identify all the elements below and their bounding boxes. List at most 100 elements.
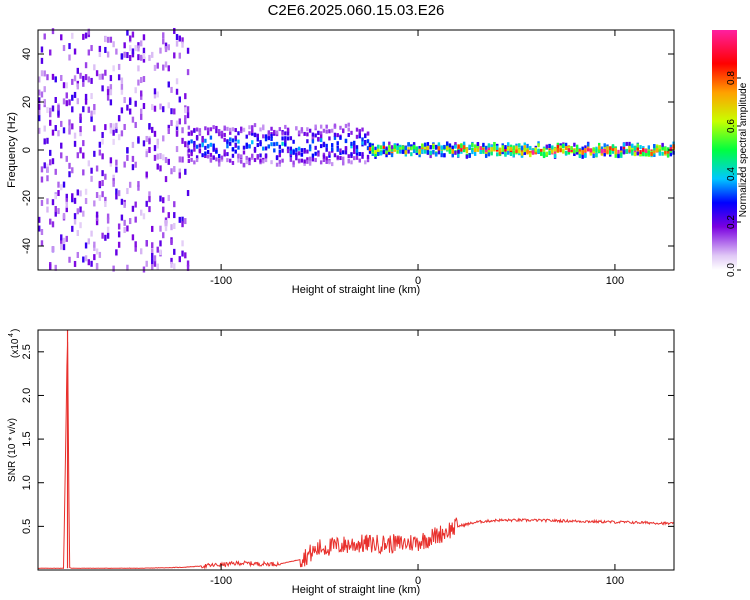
- spectrogram-cell: [471, 150, 474, 155]
- spectrogram-cell: [98, 194, 102, 201]
- spectrogram-cell: [117, 241, 121, 248]
- spectrogram-cell: [495, 145, 499, 150]
- spectrogram-cell: [131, 155, 135, 162]
- spectrogram-cell: [90, 175, 93, 182]
- spectrogram-cell: [162, 154, 165, 161]
- spectrogram-cell: [308, 156, 312, 161]
- spectrogram-cell: [423, 145, 427, 150]
- spectrogram-cell: [242, 150, 246, 155]
- spectrogram-cell: [117, 74, 121, 81]
- spectrogram-cell: [175, 125, 179, 132]
- spectrogram-cell: [540, 148, 543, 153]
- spectrogram-cell: [175, 40, 179, 47]
- spectrogram-cell: [98, 141, 102, 148]
- spectrogram-cell: [49, 149, 52, 156]
- spectrogram-cell: [137, 45, 140, 52]
- spectrogram-x-tick-label: 0: [415, 275, 421, 287]
- spectrogram-cell: [173, 212, 176, 219]
- spectrogram-cell: [371, 152, 374, 157]
- spectrogram-cell: [423, 142, 427, 147]
- spectrogram-cell: [201, 137, 204, 142]
- spectrogram-cell: [137, 181, 140, 188]
- spectrogram-cell: [95, 215, 99, 222]
- colorbar: [712, 30, 737, 270]
- spectrogram-cell: [412, 149, 416, 154]
- spectrogram-cell: [650, 151, 653, 156]
- spectrogram-cell: [95, 211, 99, 218]
- spectrogram-cell: [661, 145, 664, 150]
- spectrogram-cell: [562, 148, 565, 153]
- spectrogram-cell: [344, 146, 348, 151]
- spectrogram-cell: [54, 210, 57, 217]
- spectrogram-cell: [388, 141, 391, 146]
- spectrogram-cell: [404, 146, 408, 151]
- spectrogram-cell: [653, 149, 656, 154]
- spectrogram-chart: -100 0 100 -40 -20 0 20 40 Height of straight …: [6, 27, 749, 296]
- spectrogram-cell: [134, 87, 137, 94]
- spectrogram-cell: [270, 142, 273, 147]
- spectrogram-cell: [300, 129, 304, 134]
- spectrogram-cell: [181, 156, 184, 163]
- spectrogram-cell: [609, 150, 612, 155]
- spectrogram-cell: [231, 160, 235, 165]
- spectrogram-cell: [270, 160, 273, 165]
- spectrogram-cell: [156, 246, 159, 253]
- spectrogram-cell: [639, 150, 642, 155]
- spectrogram-cell: [317, 130, 320, 135]
- spectrogram-cell: [548, 151, 551, 156]
- spectrogram-cell: [355, 127, 359, 132]
- spectrogram-y-label: Frequency (Hz): [6, 112, 18, 188]
- spectrogram-cell: [531, 150, 535, 155]
- spectrogram-cell: [281, 131, 284, 136]
- spectrogram-cell: [170, 108, 173, 115]
- spectrogram-cell: [76, 251, 79, 258]
- spectrogram-cell: [60, 120, 63, 127]
- spectrogram-cell: [79, 126, 82, 133]
- spectrogram-cell: [151, 225, 154, 232]
- spectrogram-cell: [164, 42, 168, 49]
- spectrogram-cell: [415, 148, 419, 153]
- spectrogram-cell: [87, 160, 91, 167]
- spectrogram-cell: [342, 129, 345, 134]
- spectrogram-cell: [286, 127, 290, 132]
- spectrogram-cell: [79, 72, 82, 79]
- spectrogram-cell: [112, 138, 115, 145]
- spectrogram-cell: [644, 152, 648, 157]
- spectrogram-cell: [123, 42, 126, 49]
- spectrogram-cell: [51, 73, 55, 80]
- spectrogram-cell: [186, 190, 190, 197]
- spectrogram-cell: [333, 153, 337, 158]
- spectrogram-cell: [206, 149, 210, 154]
- spectrogram-cell: [49, 159, 52, 166]
- spectrogram-cell: [531, 148, 535, 153]
- spectrogram-cell: [251, 131, 254, 136]
- spectrogram-cell: [167, 81, 170, 88]
- spectrogram-cell: [259, 140, 262, 145]
- spectrogram-cell: [292, 149, 295, 154]
- spectrogram-cell: [82, 80, 85, 87]
- spectrogram-cell: [248, 157, 251, 162]
- spectrogram-cell: [273, 148, 276, 153]
- spectrogram-cell: [93, 254, 96, 261]
- spectrogram-cell: [586, 147, 590, 152]
- spectrogram-cell: [462, 141, 466, 146]
- spectrogram-cell: [181, 250, 184, 257]
- spectrogram-cell: [595, 148, 598, 153]
- spectrogram-cell: [201, 143, 204, 148]
- spectrogram-cell: [49, 263, 52, 270]
- spectrogram-cell: [281, 158, 284, 163]
- spectrogram-cell: [43, 125, 46, 132]
- spectrogram-cell: [495, 152, 499, 157]
- spectrogram-cell: [217, 132, 221, 137]
- spectrogram-cell: [148, 206, 151, 213]
- spectrogram-cell: [556, 144, 560, 149]
- spectrogram-cell: [253, 123, 257, 128]
- spectrogram-cell: [584, 145, 587, 150]
- spectrogram-cell: [73, 132, 77, 139]
- spectrogram-cell: [62, 212, 66, 219]
- spectrogram-cell: [628, 141, 631, 146]
- spectrogram-cell: [306, 127, 309, 132]
- spectrogram-cell: [139, 108, 143, 115]
- spectrogram-cell: [278, 127, 282, 132]
- spectrogram-cell: [314, 158, 317, 163]
